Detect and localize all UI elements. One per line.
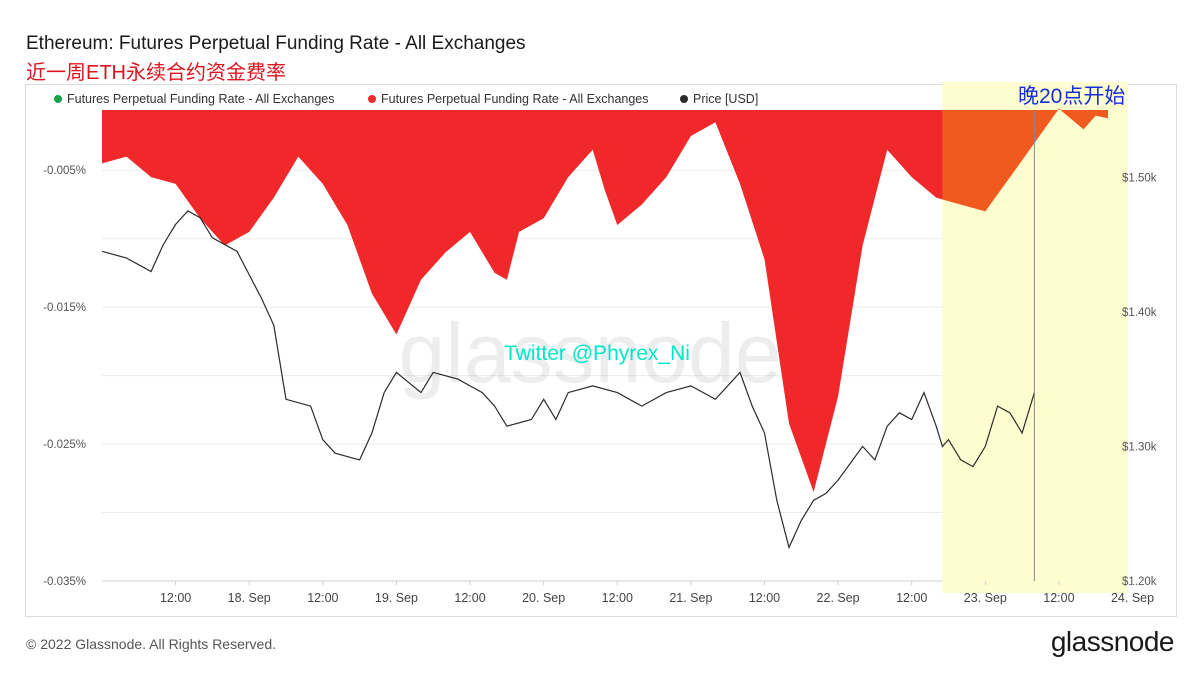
- legend-label: Price [USD]: [693, 92, 759, 106]
- x-tick-label: 18. Sep: [228, 591, 271, 605]
- price-line: [101, 210, 1035, 550]
- x-tick-label: 12:00: [602, 591, 633, 605]
- legend-label: Futures Perpetual Funding Rate - All Exc…: [381, 92, 649, 106]
- copyright: © 2022 Glassnode. All Rights Reserved.: [26, 636, 277, 652]
- legend-label: Futures Perpetual Funding Rate - All Exc…: [67, 92, 335, 106]
- y-left-tick-label: -0.025%: [43, 439, 86, 451]
- y-right-tick-label: $1.30k: [1122, 441, 1157, 453]
- x-tick-label: 20. Sep: [522, 591, 565, 605]
- highlight-annotation: 晚20点开始: [1018, 85, 1126, 108]
- funding-rate-area-highlight: [942, 108, 1108, 212]
- twitter-handle: Twitter @Phyrex_Ni: [504, 342, 690, 365]
- watermark: glassnode: [399, 306, 782, 400]
- x-tick-label: 12:00: [1043, 591, 1074, 605]
- legend-item-price[interactable]: Price [USD]: [680, 92, 758, 106]
- y-left-tick-label: -0.005%: [43, 165, 86, 177]
- x-tick-label: 24. Sep: [1111, 591, 1154, 605]
- legend-dot-dark-icon: [680, 95, 688, 103]
- x-tick-label: 12:00: [896, 591, 927, 605]
- funding-rate-area: [102, 108, 1108, 492]
- y-right-tick-label: $1.40k: [1122, 307, 1157, 319]
- price-line-layer: [101, 110, 1035, 581]
- x-tick-label: 23. Sep: [964, 591, 1007, 605]
- legend-dot-red-icon: [368, 95, 376, 103]
- y-right-tick-label: $1.20k: [1122, 576, 1157, 588]
- x-tick-label: 12:00: [749, 591, 780, 605]
- legend-dot-green-icon: [54, 95, 62, 103]
- glassnode-logo: glassnode: [1050, 626, 1175, 657]
- y-right-tick-label: $1.50k: [1122, 172, 1157, 184]
- y-left-tick-label: -0.015%: [43, 302, 86, 314]
- axis-layer: -0.005% -0.015% -0.025% -0.035% $1.50k $1.40k…: [43, 165, 1157, 605]
- x-tick-label: 22. Sep: [817, 591, 860, 605]
- x-tick-label: 12:00: [307, 591, 338, 605]
- x-tick-label: 19. Sep: [375, 591, 418, 605]
- chart-subtitle: 近一周ETH永续合约资金费率: [26, 62, 286, 84]
- legend-item-funding-negative[interactable]: Futures Perpetual Funding Rate - All Exc…: [368, 92, 649, 106]
- y-left-tick-label: -0.035%: [43, 576, 86, 588]
- x-tick-label: 12:00: [160, 591, 191, 605]
- x-tick-label: 12:00: [454, 591, 485, 605]
- page-title: Ethereum: Futures Perpetual Funding Rate…: [26, 33, 526, 54]
- legend-item-funding-positive[interactable]: Futures Perpetual Funding Rate - All Exc…: [54, 92, 335, 106]
- x-tick-label: 21. Sep: [669, 591, 712, 605]
- area-layer: [102, 108, 1108, 492]
